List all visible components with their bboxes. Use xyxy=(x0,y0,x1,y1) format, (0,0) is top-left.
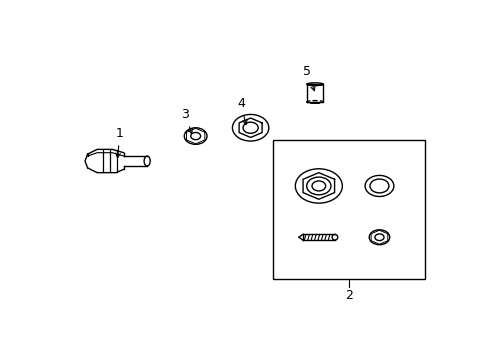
Text: 5: 5 xyxy=(303,65,314,91)
Text: 1: 1 xyxy=(116,127,123,158)
Bar xyxy=(273,140,424,279)
Text: 4: 4 xyxy=(237,97,246,125)
Text: 2: 2 xyxy=(345,288,352,302)
Text: 3: 3 xyxy=(181,108,192,134)
